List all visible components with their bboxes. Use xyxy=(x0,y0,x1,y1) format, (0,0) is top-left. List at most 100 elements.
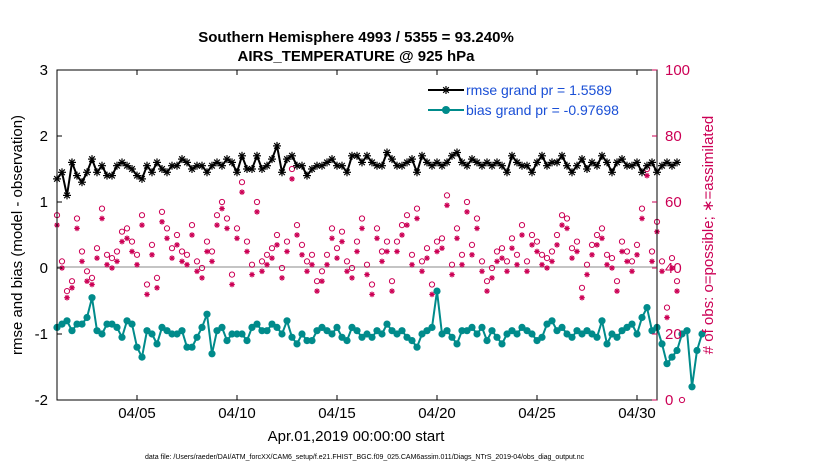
bias-point xyxy=(453,340,460,347)
rmse-point xyxy=(353,152,361,160)
rmse-point xyxy=(528,168,536,176)
obs-assimilated-point xyxy=(459,262,465,268)
obs-assimilated-point xyxy=(79,259,85,265)
rmse-point xyxy=(263,162,271,170)
rmse-point xyxy=(248,165,256,173)
obs-assimilated-point xyxy=(424,255,430,261)
bias-point xyxy=(188,344,195,351)
bias-point xyxy=(68,327,75,334)
bias-point xyxy=(483,337,490,344)
bias-point xyxy=(498,340,505,347)
legend-rmse-marker xyxy=(442,86,450,94)
obs-assimilated-point xyxy=(109,265,115,271)
obs-assimilated-point xyxy=(344,269,350,275)
rmse-point xyxy=(273,142,281,150)
bias-point xyxy=(333,324,340,331)
rmse-point xyxy=(233,168,241,176)
legend-bias-marker xyxy=(442,106,450,114)
obs-assimilated-point xyxy=(309,262,315,268)
obs-assimilated-point xyxy=(399,232,405,238)
obs-assimilated-point xyxy=(394,249,400,255)
rmse-point xyxy=(523,162,531,170)
rmse-point xyxy=(413,168,421,176)
obs-assimilated-point xyxy=(134,262,140,268)
rmse-point xyxy=(143,162,151,170)
rmse-point xyxy=(573,162,581,170)
obs-assimilated-point xyxy=(544,265,550,271)
obs-assimilated-point xyxy=(329,236,335,242)
obs-assimilated-point xyxy=(599,236,605,242)
obs-assimilated-point xyxy=(379,259,385,265)
rmse-point xyxy=(598,152,606,160)
bias-point xyxy=(558,324,565,331)
bias-point xyxy=(118,334,125,341)
rmse-point xyxy=(633,158,641,166)
rmse-point xyxy=(218,162,226,170)
rmse-point xyxy=(563,162,571,170)
obs-assimilated-point xyxy=(254,209,260,215)
bias-point xyxy=(218,324,225,331)
bias-point xyxy=(238,330,245,337)
chart-title-line1: Southern Hemisphere 4993 / 5355 = 93.240… xyxy=(198,29,514,46)
rmse-point xyxy=(443,158,451,166)
bias-point xyxy=(598,317,605,324)
obs-assimilated-point xyxy=(94,255,100,261)
obs-possible-point xyxy=(674,279,679,284)
bias-point xyxy=(128,321,135,328)
rmse-point xyxy=(578,155,586,163)
obs-assimilated-point xyxy=(169,255,175,261)
bias-point xyxy=(683,327,690,334)
bias-point xyxy=(133,344,140,351)
bias-point xyxy=(428,324,435,331)
obs-assimilated-point xyxy=(584,272,590,278)
bias-point xyxy=(378,330,385,337)
rmse-point xyxy=(378,162,386,170)
obs-assimilated-point xyxy=(574,249,580,255)
bias-point xyxy=(513,330,520,337)
obs-assimilated-point xyxy=(269,255,275,261)
obs-assimilated-point xyxy=(279,275,285,281)
bias-point xyxy=(448,334,455,341)
x-tick-label: 04/25 xyxy=(518,405,556,422)
bias-point xyxy=(673,347,680,354)
bias-point xyxy=(478,324,485,331)
bias-point xyxy=(83,314,90,321)
obs-assimilated-point xyxy=(549,259,555,265)
bias-point xyxy=(298,330,305,337)
bias-point xyxy=(473,330,480,337)
bias-point xyxy=(203,311,210,318)
bias-point xyxy=(638,314,645,321)
obs-assimilated-point xyxy=(594,242,600,248)
legend-bias-label: bias grand pr = -0.97698 xyxy=(466,102,619,118)
obs-assimilated-point xyxy=(264,262,270,268)
obs-assimilated-point xyxy=(604,262,610,268)
obs-assimilated-point xyxy=(609,265,615,271)
bias-point xyxy=(223,337,230,344)
obs-assimilated-point xyxy=(244,249,250,255)
rmse-point xyxy=(558,152,566,160)
bias-point xyxy=(633,330,640,337)
obs-assimilated-point xyxy=(614,288,620,294)
bias-point xyxy=(78,321,85,328)
bias-point xyxy=(293,340,300,347)
obs-assimilated-point xyxy=(234,236,240,242)
rmse-point xyxy=(343,168,351,176)
obs-assimilated-point xyxy=(534,249,540,255)
rmse-point xyxy=(288,152,296,160)
obs-assimilated-point xyxy=(369,292,375,298)
chart: Southern Hemisphere 4993 / 5355 = 93.240… xyxy=(0,0,830,470)
bias-point xyxy=(433,288,440,295)
obs-assimilated-point xyxy=(439,245,445,251)
bias-point xyxy=(283,317,290,324)
obs-assimilated-point xyxy=(154,285,160,291)
obs-assimilated-point xyxy=(324,262,330,268)
bias-point xyxy=(413,344,420,351)
bias-point xyxy=(138,354,145,361)
obs-assimilated-point xyxy=(74,226,80,232)
obs-assimilated-point xyxy=(494,259,500,265)
bias-point xyxy=(88,294,95,301)
obs-assimilated-point xyxy=(454,236,460,242)
rmse-point xyxy=(408,155,416,163)
rmse-point xyxy=(148,168,156,176)
rmse-point xyxy=(463,162,471,170)
